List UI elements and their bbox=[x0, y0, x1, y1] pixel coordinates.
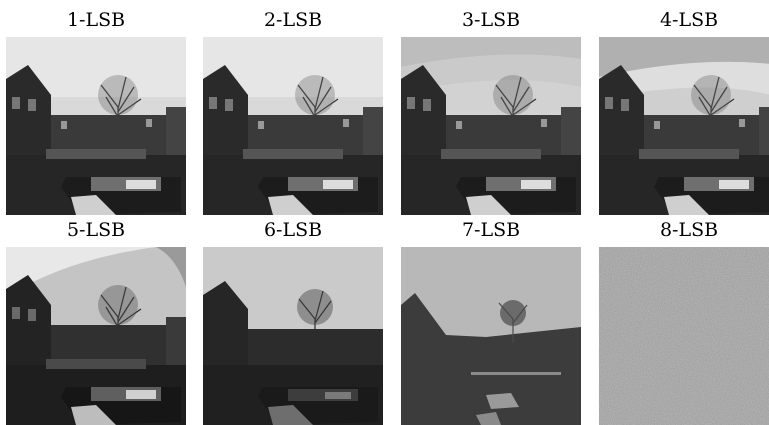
panel-7-label: 7-LSB bbox=[461, 219, 521, 241]
panel-5-image bbox=[6, 247, 186, 425]
panel-1-image bbox=[6, 37, 186, 215]
panel-3-label: 3-LSB bbox=[461, 9, 521, 31]
panel-1-label: 1-LSB bbox=[66, 9, 126, 31]
panel-2: 2-LSB bbox=[203, 8, 383, 215]
panel-1: 1-LSB bbox=[6, 8, 186, 215]
panel-8-image bbox=[599, 247, 769, 425]
panel-5-label: 5-LSB bbox=[66, 219, 126, 241]
panel-4-label: 4-LSB bbox=[659, 9, 719, 31]
panel-6-image bbox=[203, 247, 383, 425]
panel-2-image bbox=[203, 37, 383, 215]
panel-4-image bbox=[599, 37, 769, 215]
panel-5: 5-LSB bbox=[6, 218, 186, 425]
panel-2-label: 2-LSB bbox=[263, 9, 323, 31]
panel-3-image bbox=[401, 37, 581, 215]
panel-3: 3-LSB bbox=[401, 8, 581, 215]
panel-8: 8-LSB bbox=[599, 218, 769, 425]
panel-6-label: 6-LSB bbox=[263, 219, 323, 241]
panel-4: 4-LSB bbox=[599, 8, 769, 215]
panel-8-label: 8-LSB bbox=[659, 219, 719, 241]
panel-7-image bbox=[401, 247, 581, 425]
panel-6: 6-LSB bbox=[203, 218, 383, 425]
panel-7: 7-LSB bbox=[401, 218, 581, 425]
